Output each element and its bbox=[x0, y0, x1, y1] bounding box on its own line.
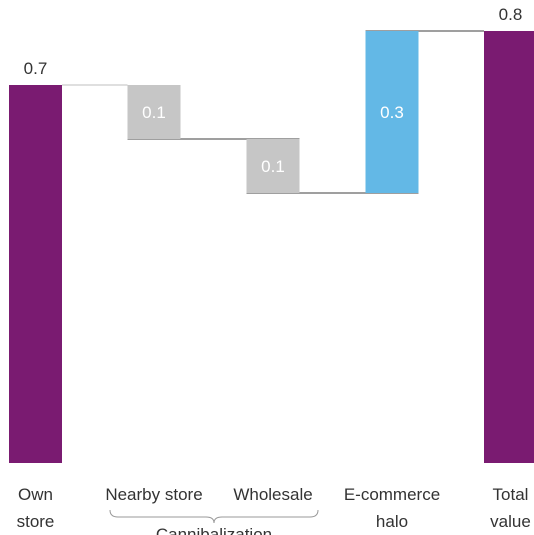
value-label-2: 0.1 bbox=[142, 103, 166, 122]
bar-1 bbox=[9, 85, 62, 463]
cannibalization-brace bbox=[109, 509, 319, 524]
bar-5 bbox=[484, 31, 534, 463]
category-label-1: Own bbox=[18, 485, 53, 504]
category-label-5: value bbox=[490, 512, 531, 531]
category-label-4: halo bbox=[376, 512, 408, 531]
category-label-4: E-commerce bbox=[344, 485, 440, 504]
value-label-5: 0.8 bbox=[499, 5, 523, 24]
bar-2 bbox=[127, 85, 181, 139]
group-label: Cannibalization bbox=[156, 525, 272, 535]
bar-3 bbox=[246, 139, 300, 193]
category-label-2: Nearby store bbox=[105, 485, 202, 504]
category-label-5: Total bbox=[493, 485, 529, 504]
category-label-1: store bbox=[17, 512, 55, 531]
value-label-1: 0.7 bbox=[24, 59, 48, 78]
value-label-3: 0.1 bbox=[261, 157, 285, 176]
value-label-4: 0.3 bbox=[380, 103, 404, 122]
category-label-3: Wholesale bbox=[233, 485, 312, 504]
bar-4 bbox=[365, 31, 419, 193]
